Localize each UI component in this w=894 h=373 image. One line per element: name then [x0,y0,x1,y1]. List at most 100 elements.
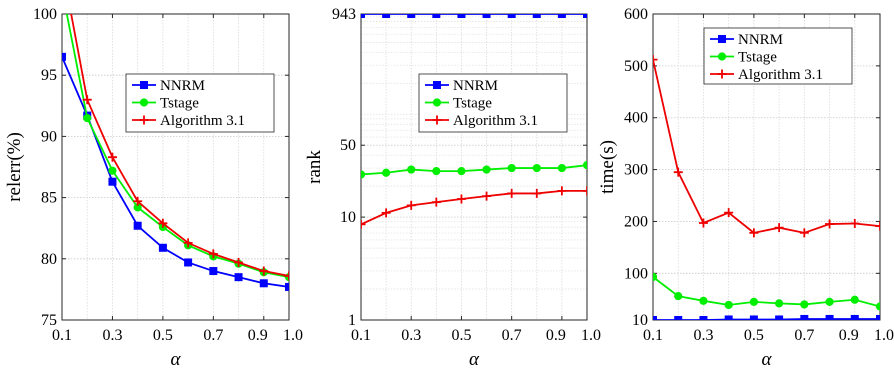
data-point [361,219,366,229]
data-point [158,218,168,228]
data-point [557,186,567,196]
data-point [749,315,758,320]
data-point [184,258,193,267]
y-tick-label: 100 [624,265,648,282]
data-point [381,208,391,218]
x-tick-label: 0.7 [203,327,223,344]
data-point [749,228,759,238]
data-point [699,316,708,320]
x-tick-label: 1.0 [581,327,601,344]
y-tick-label: 100 [33,6,57,23]
data-point [532,163,541,173]
data-point [775,299,784,308]
data-point [108,166,117,175]
data-point [259,266,269,276]
x-tick-label: 0.5 [451,327,471,344]
data-point [717,69,727,79]
x-tick-label: 1.0 [874,327,894,344]
data-point [133,196,143,206]
data-point [107,152,117,162]
y-tick-label: 10 [340,209,356,226]
data-point [234,257,244,267]
data-point [532,14,541,18]
data-point [432,14,441,18]
series-line [65,14,289,279]
data-point [83,113,92,123]
data-point [457,167,466,176]
data-point [139,98,149,107]
legend-label: Tstage [453,96,492,112]
data-point [456,194,466,204]
data-point [653,272,658,282]
y-tick-label: 943 [332,6,356,23]
legend-label: NNRM [160,78,205,94]
y-tick-label: 80 [41,251,57,268]
data-point [432,98,442,107]
legend-label: Algorithm 3.1 [453,113,538,129]
data-point [800,314,809,320]
data-point [724,208,734,218]
plot-background [62,14,289,320]
y-tick-label: 90 [41,128,57,145]
data-point [407,165,416,174]
data-point [582,186,587,196]
series-line [62,56,289,288]
x-axis-label: α [171,349,182,370]
data-point [825,297,834,306]
data-point [875,221,880,231]
x-axis-label: α [469,349,480,370]
data-point [208,249,218,259]
data-point [433,81,441,89]
y-tick-label: 75 [41,312,57,329]
data-point [749,297,758,306]
data-point [717,52,727,61]
data-point [507,188,517,198]
data-point [234,273,243,282]
y-tick-label: 95 [41,67,57,84]
data-point [825,219,835,229]
x-tick-label: 0.5 [744,327,764,344]
x-tick-label: 0.3 [102,327,122,344]
data-point [698,218,708,228]
series-line [653,59,880,234]
data-point [507,163,516,173]
series-line [361,164,587,176]
data-point [850,295,859,304]
y-tick-label: 200 [624,213,648,230]
data-point [432,115,442,125]
data-point [876,314,880,320]
data-point [259,279,268,288]
data-point [507,14,516,18]
data-point [724,300,733,310]
data-point [774,223,784,233]
y-tick-label: 300 [624,162,648,179]
data-point [457,14,466,18]
x-axis-label: α [762,349,773,370]
series-line [653,276,880,308]
plot-area [653,55,880,320]
data-point [285,282,289,291]
data-point [140,81,148,89]
data-point [673,167,683,177]
data-point [108,177,117,186]
x-tick-label: 0.7 [794,327,814,344]
data-point [699,296,708,305]
x-tick-label: 1.0 [283,327,303,344]
data-point [406,200,416,210]
x-tick-label: 0.9 [546,327,566,344]
legend-label: Algorithm 3.1 [738,67,823,83]
data-point [158,243,167,252]
data-point [850,219,860,229]
data-point [674,292,683,301]
x-tick-label: 0.9 [839,327,859,344]
y-tick-label: 400 [624,110,648,127]
series-line [70,14,289,277]
data-point [583,14,587,18]
data-point [183,238,193,248]
data-point [361,14,365,18]
data-point [382,14,391,18]
x-tick-label: 0.3 [401,327,421,344]
